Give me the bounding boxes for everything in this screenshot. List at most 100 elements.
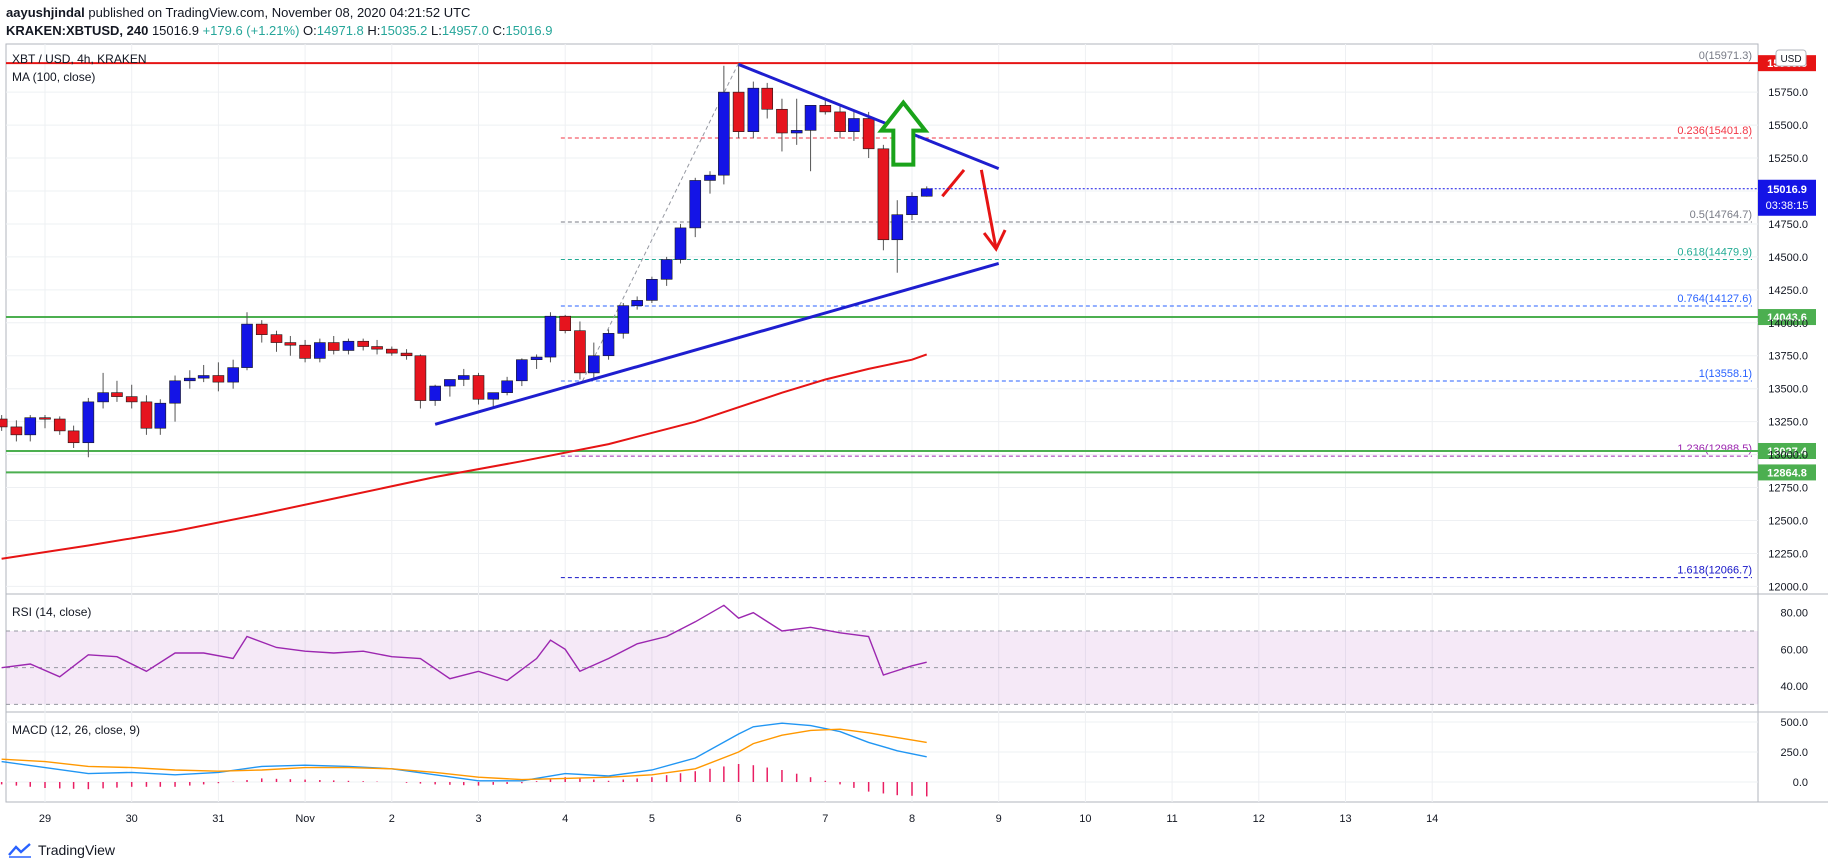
high-value: 15035.2 [380,23,428,38]
candle-body [342,340,355,351]
macd-line [1,722,927,782]
candle [227,359,239,389]
time-axis[interactable]: 29 30 31 Nov 2 3 4 5 6 7 8 9 10 11 12 13 14 [39,813,1438,825]
time-tick-label: 8 [909,813,915,825]
price-tick-label: 15250.0 [1768,153,1808,165]
candle [761,82,774,119]
candle-body [97,392,109,403]
level-tag [1758,309,1816,326]
candle-body [125,396,138,403]
time-tick-label: 2 [389,813,395,825]
rsi-legend: RSI (14, close) [12,605,91,619]
candle [385,346,398,356]
chart-svg[interactable]: 0(15971.3) 0.236(15401.8) 0.5(14764.7) 0.61… [0,0,1828,840]
chart-area[interactable]: 0(15971.3) 0.236(15401.8) 0.5(14764.7) 0.61… [0,0,1828,845]
candle [804,105,817,172]
fib-label: 0.764(14127.6) [1677,293,1752,305]
candle [790,98,803,145]
candle-body [718,91,730,176]
candle-body [371,346,383,350]
currency-label: USD [1780,54,1801,65]
candle-body [472,375,485,400]
candle [255,320,268,343]
candle [906,192,918,220]
candle [544,312,557,363]
candle-body [761,87,774,110]
candle-body [906,195,918,216]
low-value: 14957.0 [441,23,489,38]
candle [111,380,123,402]
rsi-tick-label: 60.00 [1780,644,1808,656]
candle-body [255,323,268,335]
candle-body [732,91,745,132]
trendline[interactable] [434,262,1000,426]
candle-body [82,401,95,444]
time-tick-label: 14 [1426,813,1438,825]
candle-body [414,355,427,401]
candle [24,415,37,442]
candle [67,425,80,449]
candle [154,399,167,435]
currency-badge[interactable] [1775,49,1807,67]
candle-body [617,305,630,334]
low-label: L: [431,23,442,38]
candle-body [819,105,832,113]
candles [0,63,933,458]
price-tick-label: 13500.0 [1768,384,1808,396]
candle [602,329,615,360]
candle-body [212,375,225,383]
candle-body [0,418,8,428]
candle [241,312,253,371]
candle-body [862,118,875,150]
last-price-tag [1758,179,1816,216]
level-tag-label: 14043.6 [1767,312,1807,324]
macd-tick-label: 500.0 [1780,717,1808,729]
candle-body [154,402,167,429]
tradingview-logo-icon [8,843,31,858]
rejection-arrow-icon [979,169,998,250]
author-name[interactable]: aayushjindal [6,5,85,20]
rsi-band [6,631,1758,705]
level-tag-label: 12864.8 [1767,467,1807,479]
candle [674,223,687,264]
candle-body [544,315,557,358]
candle-body [848,118,860,132]
brand-name[interactable]: TradingView [38,842,116,858]
candle-body [400,352,413,357]
candle [327,335,340,355]
candle [342,338,355,355]
open-label: O: [303,23,317,38]
macd-legend: MACD (12, 26, close, 9) [12,723,140,737]
price-axis[interactable]: 12000.0 12250.0 12500.0 12750.0 13000.0 13250… [926,87,1816,593]
trendline[interactable] [738,63,1000,170]
price-tick-label: 12500.0 [1768,516,1808,528]
candle [270,330,283,352]
time-tick-label: 30 [126,813,138,825]
candle [660,256,673,286]
time-tick-label: 5 [649,813,655,825]
price-tick-label: 15500.0 [1768,120,1808,132]
candle [429,384,441,406]
candle [183,370,196,389]
candle-body [67,430,80,444]
candle-body [183,377,196,382]
time-tick-label: 3 [475,813,481,825]
candle-body [314,342,326,359]
candle-body [299,344,311,359]
candle-body [530,356,543,361]
price-tick-label: 12000.0 [1768,581,1808,593]
candle [559,314,572,334]
candle [501,376,513,396]
candle [747,81,760,139]
open-value: 14971.8 [316,23,364,38]
candle-body [574,330,586,374]
price-tick-label: 12250.0 [1768,548,1808,560]
level-tag [1758,464,1816,481]
candle [444,379,456,397]
macd-pane: 0.0 250.0 500.0 [0,717,1808,797]
rsi-pane: 40.00 60.00 80.00 [1,604,1808,705]
ma-line [1,353,928,560]
candle [848,111,860,141]
candle-body [140,401,153,429]
time-tick-label: Nov [295,813,315,825]
